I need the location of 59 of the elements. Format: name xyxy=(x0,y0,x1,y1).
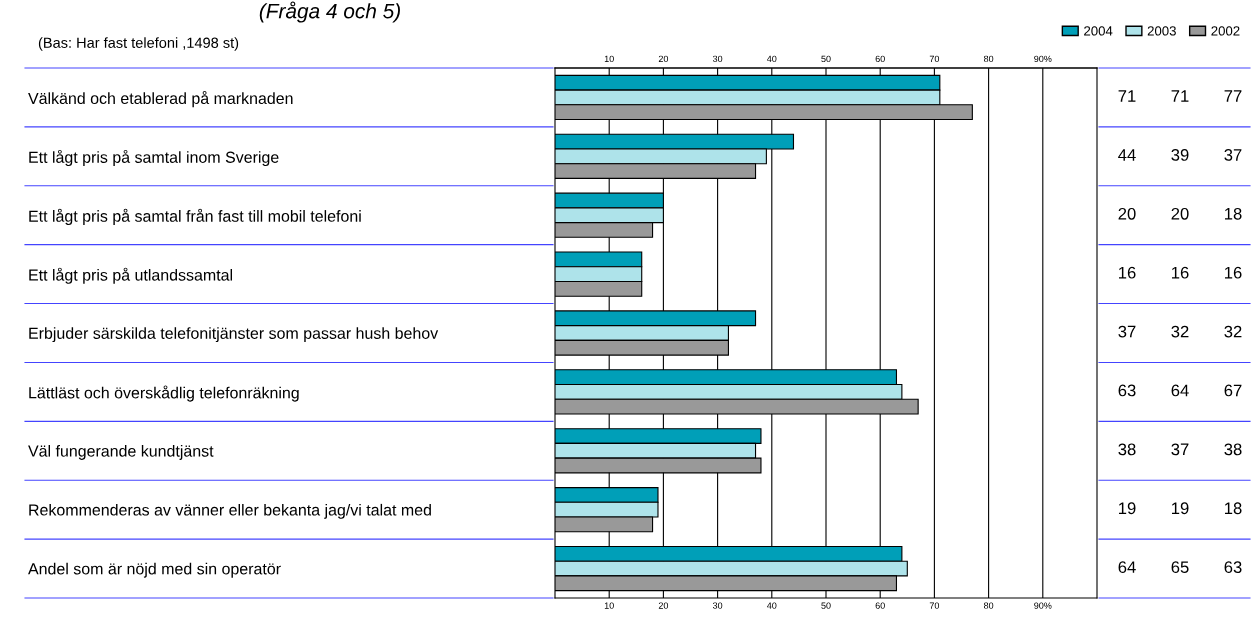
legend-label: 2003 xyxy=(1147,26,1176,36)
legend-label: 2004 xyxy=(1084,26,1113,36)
y-tick-label: Andel som är nöjd med sin operatör xyxy=(28,562,281,578)
data-label: 77 xyxy=(1224,90,1242,102)
data-label: 38 xyxy=(1224,443,1242,456)
data-label: 37 xyxy=(1171,443,1189,456)
data-label: 71 xyxy=(1171,90,1189,102)
y-tick-label: Lättläst och överskådlig telefonräkning xyxy=(29,385,299,402)
x-tick-label: 50 xyxy=(821,602,831,609)
text: (Fråga 4 och 5) xyxy=(259,1,400,23)
text: (Bas: Har fast telefoni ,1498 st) xyxy=(38,37,239,51)
data-label: 37 xyxy=(1224,149,1242,161)
y-tick-label: Erbjuder särskilda telefonitjänster som passar hush behov xyxy=(29,327,439,343)
x2-tick-label: 90% xyxy=(1034,55,1052,63)
y-tick-label: Väl fungerande kundtjänst xyxy=(28,444,214,460)
data-label: 63 xyxy=(1118,384,1136,397)
data-label: 19 xyxy=(1119,502,1136,515)
data-label: 63 xyxy=(1224,561,1242,574)
x-tick-label: 40 xyxy=(766,602,777,609)
data-label: 16 xyxy=(1172,266,1189,279)
data-label: 44 xyxy=(1118,149,1136,161)
data-label: 19 xyxy=(1172,502,1189,515)
legend-label: 2002 xyxy=(1211,26,1240,36)
data-label: 67 xyxy=(1224,384,1242,397)
data-label: 64 xyxy=(1171,384,1189,397)
data-label: 32 xyxy=(1171,325,1189,338)
x-tick-label: 90% xyxy=(1034,602,1052,609)
x2-tick-label: 70 xyxy=(929,55,940,63)
x2-tick-label: 10 xyxy=(604,55,614,63)
data-label: 71 xyxy=(1118,90,1136,102)
y-tick-label: Välkänd och etablerad på marknaden xyxy=(28,91,293,108)
data-label: 37 xyxy=(1118,325,1136,338)
x2-tick-label: 40 xyxy=(766,55,777,63)
data-label: 16 xyxy=(1225,266,1242,279)
data-label: 20 xyxy=(1171,207,1189,220)
x-tick-label: 80 xyxy=(983,602,994,609)
x-tick-label: 10 xyxy=(604,602,614,609)
y-tick-label: Ett lågt pris på utlandssamtal xyxy=(29,267,233,284)
data-label: 20 xyxy=(1118,207,1136,220)
x-tick-label: 30 xyxy=(712,602,723,609)
data-label: 16 xyxy=(1119,266,1136,279)
data-label: 18 xyxy=(1225,207,1242,220)
y-tick-label: Rekommenderas av vänner eller bekanta jag/vi talat med xyxy=(29,503,431,519)
x-tick-label: 70 xyxy=(929,602,940,609)
x2-tick-label: 80 xyxy=(983,55,994,63)
x-tick-label: 20 xyxy=(658,602,669,609)
data-label: 32 xyxy=(1224,325,1242,338)
y-tick-label: Ett lågt pris på samtal inom Sverige xyxy=(29,149,279,167)
x2-tick-label: 50 xyxy=(821,55,831,63)
y-tick-label: Ett lågt pris på samtal från fast till mobil telefoni xyxy=(29,208,361,225)
x2-tick-label: 60 xyxy=(875,55,885,63)
data-label: 39 xyxy=(1171,149,1189,161)
data-label: 38 xyxy=(1118,443,1136,456)
x2-tick-label: 30 xyxy=(712,55,723,63)
data-label: 64 xyxy=(1118,561,1136,574)
data-label: 18 xyxy=(1225,502,1242,515)
data-label: 65 xyxy=(1171,561,1189,574)
x-tick-label: 60 xyxy=(875,602,885,609)
x2-tick-label: 20 xyxy=(658,55,669,63)
